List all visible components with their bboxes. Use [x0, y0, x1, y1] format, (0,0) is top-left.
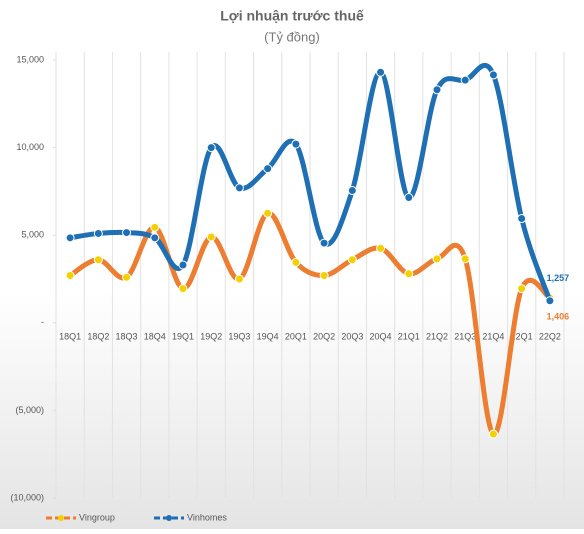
point	[178, 260, 188, 270]
x-tick-label: 21Q3	[454, 331, 476, 341]
legend-label: Vinhomes	[187, 512, 227, 522]
point	[488, 70, 498, 80]
legend-label: Vingroup	[79, 512, 115, 522]
point	[347, 186, 357, 196]
x-tick-label: 18Q2	[87, 331, 109, 341]
point	[291, 257, 301, 267]
point	[488, 429, 498, 439]
point	[122, 228, 132, 238]
x-tick-label: 21Q1	[398, 331, 420, 341]
y-tick-label: 15,000	[16, 54, 44, 64]
point	[291, 139, 301, 149]
x-tick-label: 18Q3	[116, 331, 138, 341]
point	[376, 67, 386, 77]
x-tick-label: 19Q1	[172, 331, 194, 341]
point	[234, 274, 244, 284]
y-tick-label: 10,000	[16, 142, 44, 152]
x-tick-label: 21Q2	[426, 331, 448, 341]
point	[517, 284, 527, 294]
x-tick-label: 21Q4	[482, 331, 504, 341]
x-tick-label: 19Q3	[228, 331, 250, 341]
legend-marker	[58, 515, 64, 521]
y-tick-label: -	[41, 317, 44, 327]
point	[150, 222, 160, 232]
point	[93, 228, 103, 238]
value-label: 1,406	[547, 312, 570, 322]
x-tick-label: 19Q2	[200, 331, 222, 341]
y-tick-label: 5,000	[21, 230, 44, 240]
point	[263, 164, 273, 174]
x-tick-label: 18Q1	[59, 331, 81, 341]
point	[65, 233, 75, 243]
chart-title: Lợi nhuận trước thuế	[220, 8, 364, 24]
x-tick-label: 20Q4	[370, 331, 392, 341]
y-tick-label: (10,000)	[10, 492, 44, 502]
x-tick-label: 22Q2	[539, 331, 561, 341]
point	[404, 193, 414, 203]
x-tick-label: 19Q4	[257, 331, 279, 341]
point	[545, 296, 555, 306]
point	[460, 75, 470, 85]
chart-subtitle: (Tỷ đồng)	[264, 29, 320, 44]
point	[319, 270, 329, 280]
point	[376, 243, 386, 253]
point	[150, 233, 160, 243]
point	[460, 254, 470, 264]
point	[432, 254, 442, 264]
point	[234, 183, 244, 193]
x-tick-label: 22Q1	[511, 331, 533, 341]
point	[432, 85, 442, 95]
point	[178, 284, 188, 294]
legend-marker	[166, 515, 172, 521]
point	[65, 270, 75, 280]
point	[404, 269, 414, 279]
point	[93, 255, 103, 265]
x-tick-label: 18Q4	[144, 331, 166, 341]
x-tick-label: 20Q2	[313, 331, 335, 341]
x-tick-label: 20Q1	[285, 331, 307, 341]
point	[517, 214, 527, 224]
value-label: 1,257	[547, 273, 570, 283]
point	[206, 232, 216, 242]
y-tick-label: (5,000)	[15, 405, 44, 415]
point	[263, 208, 273, 218]
x-tick-label: 20Q3	[341, 331, 363, 341]
point	[206, 143, 216, 153]
point	[319, 238, 329, 248]
point	[122, 272, 132, 282]
point	[347, 255, 357, 265]
